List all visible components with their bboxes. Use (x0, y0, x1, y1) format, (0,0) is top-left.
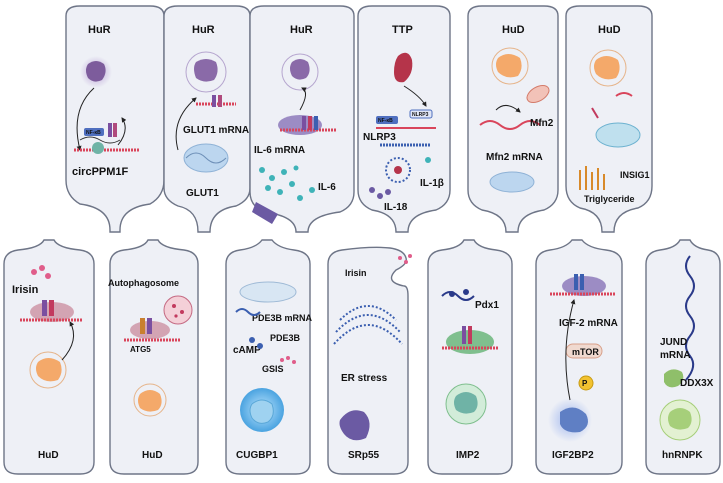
protein-label: HuD (502, 24, 525, 36)
protein-blob-icon (290, 59, 310, 80)
protein-label: HuD (598, 24, 621, 36)
svg-text:DDX3X: DDX3X (680, 378, 714, 389)
svg-text:IL-18: IL-18 (384, 202, 408, 213)
svg-text:JUND: JUND (660, 337, 687, 348)
protein-label: IGF2BP2 (552, 450, 594, 461)
ribosome-icon (92, 142, 104, 154)
protein-label: HuR (290, 24, 313, 36)
svg-text:Autophagosome: Autophagosome (108, 278, 179, 288)
panel-10: Irisin ER stress SRp55 (327, 246, 412, 475)
protein-blob-icon (454, 392, 478, 414)
svg-text:Irisin: Irisin (12, 284, 39, 296)
svg-text:INSIG1: INSIG1 (620, 170, 650, 180)
svg-text:GSIS: GSIS (262, 364, 284, 374)
protein-label: TTP (392, 24, 413, 36)
panel-8: Autophagosome ATG5 HuD (108, 239, 199, 475)
inflammasome-icon (385, 157, 411, 183)
protein-label: hnRNPK (662, 450, 703, 461)
svg-text:IGF-2 mRNA: IGF-2 mRNA (559, 318, 618, 329)
protein-label: CUGBP1 (236, 450, 278, 461)
mrna-strand-icon (685, 255, 695, 381)
er-icon (595, 122, 641, 148)
svg-text:NLRP3: NLRP3 (363, 132, 396, 143)
panel-11: Pdx1 IMP2 (427, 239, 513, 475)
protein-blob-icon (668, 408, 692, 430)
svg-text:PDE3B: PDE3B (270, 333, 301, 343)
panel-4: TTP NF-κB NLRP3 NLRP3 IL-1β IL-18 (357, 5, 451, 233)
protein-blob-icon (594, 56, 620, 80)
svg-text:circPPM1F: circPPM1F (72, 166, 129, 178)
phosphate-icon (578, 375, 594, 391)
svg-text:Triglyceride: Triglyceride (584, 194, 635, 204)
svg-text:P: P (582, 379, 588, 388)
protein-blob-icon (394, 52, 413, 83)
panel-13: JUND mRNA DDX3X hnRNPK (645, 239, 721, 475)
panel-7: Irisin HuD (3, 239, 95, 475)
protein-blob-icon (138, 390, 162, 412)
svg-text:NF-κB: NF-κB (378, 118, 393, 124)
svg-text:cAMP: cAMP (233, 345, 261, 356)
panel-6: HuD INSIG1 Triglyceride (565, 5, 653, 233)
panel-1: HuR NF-κB circPPM1F (65, 5, 165, 233)
protein-blob-icon (86, 61, 106, 82)
svg-text:IL-1β: IL-1β (420, 178, 444, 189)
mitochondrion-icon (526, 84, 550, 104)
svg-text:mTOR: mTOR (572, 347, 599, 357)
panel-3: HuR IL-6 mRNA IL-6 (249, 5, 355, 233)
inhibition-bar-icon (591, 107, 599, 119)
protein-label: HuR (192, 24, 215, 36)
svg-text:IL-6 mRNA: IL-6 mRNA (254, 145, 305, 156)
svg-text:Irisin: Irisin (345, 268, 367, 278)
panel-9: PDE3B mRNA PDE3B cAMP GSIS CUGBP1 (225, 239, 313, 475)
vesicle-icon (31, 265, 51, 279)
svg-text:Mfn2: Mfn2 (530, 118, 554, 129)
svg-text:PDE3B mRNA: PDE3B mRNA (252, 313, 313, 323)
svg-text:GLUT1 mRNA: GLUT1 mRNA (183, 125, 249, 136)
panel-5: HuD Mfn2 Mfn2 mRNA (467, 5, 559, 233)
protein-blob-icon (194, 59, 218, 82)
svg-text:NLRP3: NLRP3 (412, 112, 429, 118)
vesicle-icon (259, 165, 315, 201)
protein-label: SRp55 (348, 450, 380, 461)
svg-text:NF-κB: NF-κB (86, 130, 101, 136)
er-icon (333, 305, 403, 345)
protein-label: IMP2 (456, 450, 480, 461)
protein-blob-icon (339, 410, 370, 441)
panel-2: HuR GLUT1 mRNA GLUT1 (163, 5, 251, 233)
svg-text:Pdx1: Pdx1 (475, 300, 499, 311)
protein-label: HuD (38, 450, 59, 461)
svg-text:IL-6: IL-6 (318, 182, 336, 193)
protein-blob-icon (560, 407, 588, 433)
svg-text:ER stress: ER stress (341, 373, 388, 384)
svg-text:Mfn2 mRNA: Mfn2 mRNA (486, 152, 543, 163)
panel-12: IGF-2 mRNA mTOR P IGF2BP2 (535, 239, 623, 475)
protein-blob-icon (496, 54, 522, 78)
svg-text:GLUT1: GLUT1 (186, 188, 219, 199)
protein-label: HuR (88, 24, 111, 36)
svg-text:ATG5: ATG5 (130, 345, 151, 354)
svg-text:mRNA: mRNA (660, 350, 691, 361)
protein-label: HuD (142, 450, 163, 461)
protein-blob-icon (36, 358, 62, 382)
